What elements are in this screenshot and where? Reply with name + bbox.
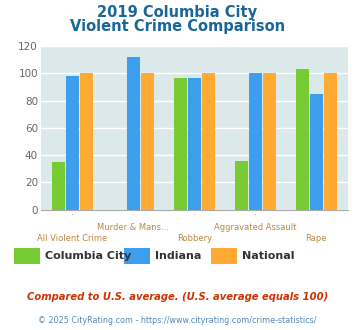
Text: Robbery: Robbery (177, 234, 212, 243)
Text: Compared to U.S. average. (U.S. average equals 100): Compared to U.S. average. (U.S. average … (27, 292, 328, 302)
Bar (249, 74, 262, 210)
Text: Indiana: Indiana (155, 251, 202, 261)
Bar (141, 74, 154, 210)
Text: © 2025 CityRating.com - https://www.cityrating.com/crime-statistics/: © 2025 CityRating.com - https://www.city… (38, 316, 317, 325)
Text: 2019 Columbia City: 2019 Columbia City (97, 5, 258, 20)
Text: National: National (242, 251, 295, 261)
Text: Columbia City: Columbia City (45, 251, 131, 261)
Bar (52, 162, 65, 210)
Bar (324, 74, 337, 210)
Bar (235, 160, 248, 210)
Text: Violent Crime Comparison: Violent Crime Comparison (70, 19, 285, 34)
Text: All Violent Crime: All Violent Crime (37, 234, 108, 243)
Text: Aggravated Assault: Aggravated Assault (214, 223, 296, 232)
Text: Murder & Mans...: Murder & Mans... (98, 223, 169, 232)
Bar (202, 74, 215, 210)
Bar (174, 78, 187, 210)
Bar (80, 74, 93, 210)
Bar (66, 76, 79, 210)
Bar (296, 69, 309, 210)
Bar (310, 94, 323, 210)
Bar (263, 74, 276, 210)
Text: Rape: Rape (305, 234, 327, 243)
Bar (127, 57, 140, 210)
Bar (188, 78, 201, 210)
